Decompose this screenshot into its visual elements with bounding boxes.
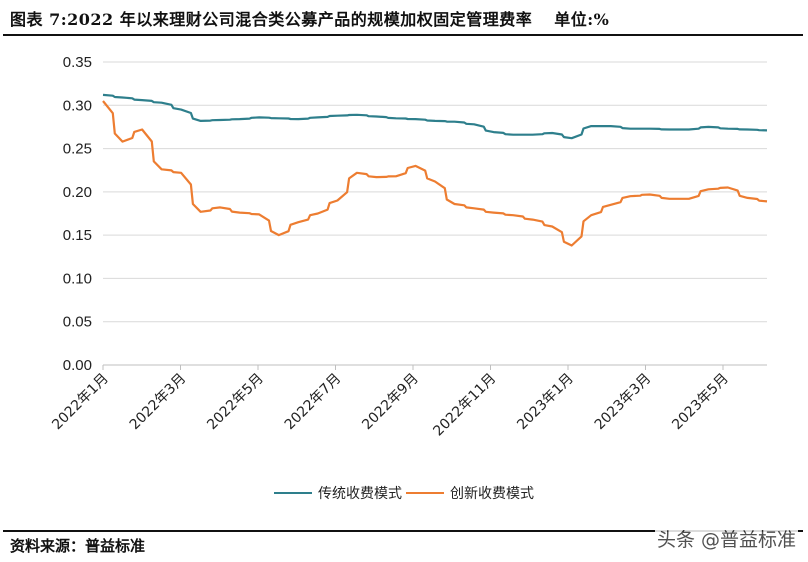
watermark: 头条 @普益标准 [654,525,798,552]
top-rule [3,34,803,36]
chart-unit: 单位:% [554,10,610,29]
x-axis-ticks: 2022年1月 2022年3月 2022年5月 2022年7月 2022年9月 2022年… [49,365,732,439]
y-tick-label: 0.25 [63,141,92,158]
y-tick-label: 0.20 [63,184,92,201]
legend-swatch-innovative [406,492,444,494]
legend-item-innovative: 创新收费模式 [406,483,534,503]
y-tick-label: 0.05 [63,314,92,331]
y-tick-label: 0.10 [63,270,92,287]
y-tick-label: 0.35 [63,54,92,71]
gridlines [103,61,767,323]
x-tick-label: 2022年3月 [127,371,190,434]
x-tick-label: 2022年9月 [359,371,422,434]
series-line-traditional [102,93,768,140]
x-tick-label: 2023年5月 [669,371,732,434]
x-tick-label: 2022年1月 [49,371,112,434]
source-note: 资料来源：普益标准 [10,537,146,555]
chart-title-text: 图表 7:2022 年以来理财公司混合类公募产品的规模加权固定管理费率 [10,10,533,29]
bottom-rule [3,530,803,532]
legend-swatch-traditional [274,492,312,494]
x-tick-label: 2022年7月 [282,371,345,434]
x-tick-label: 2023年3月 [592,371,655,434]
y-axis-ticks: 0.00 0.05 0.10 0.15 0.20 0.25 0.30 0.35 [63,54,92,374]
line-chart: 0.00 0.05 0.10 0.15 0.20 0.25 0.30 0.35 2022年1月… [49,54,768,439]
y-tick-label: 0.30 [63,97,92,114]
x-tick-label: 2022年5月 [204,371,267,434]
series-line-innovative [102,100,768,247]
chart-title: 图表 7:2022 年以来理财公司混合类公募产品的规模加权固定管理费率 单位:% [10,6,609,30]
chart-legend: 传统收费模式 创新收费模式 [0,483,808,503]
legend-item-traditional: 传统收费模式 [274,483,402,503]
y-tick-label: 0.00 [63,357,92,374]
legend-label-traditional: 传统收费模式 [318,486,402,502]
x-tick-label: 2022年11月 [430,371,499,440]
y-tick-label: 0.15 [63,227,92,244]
legend-label-innovative: 创新收费模式 [450,486,534,502]
x-tick-label: 2023年1月 [514,371,577,434]
